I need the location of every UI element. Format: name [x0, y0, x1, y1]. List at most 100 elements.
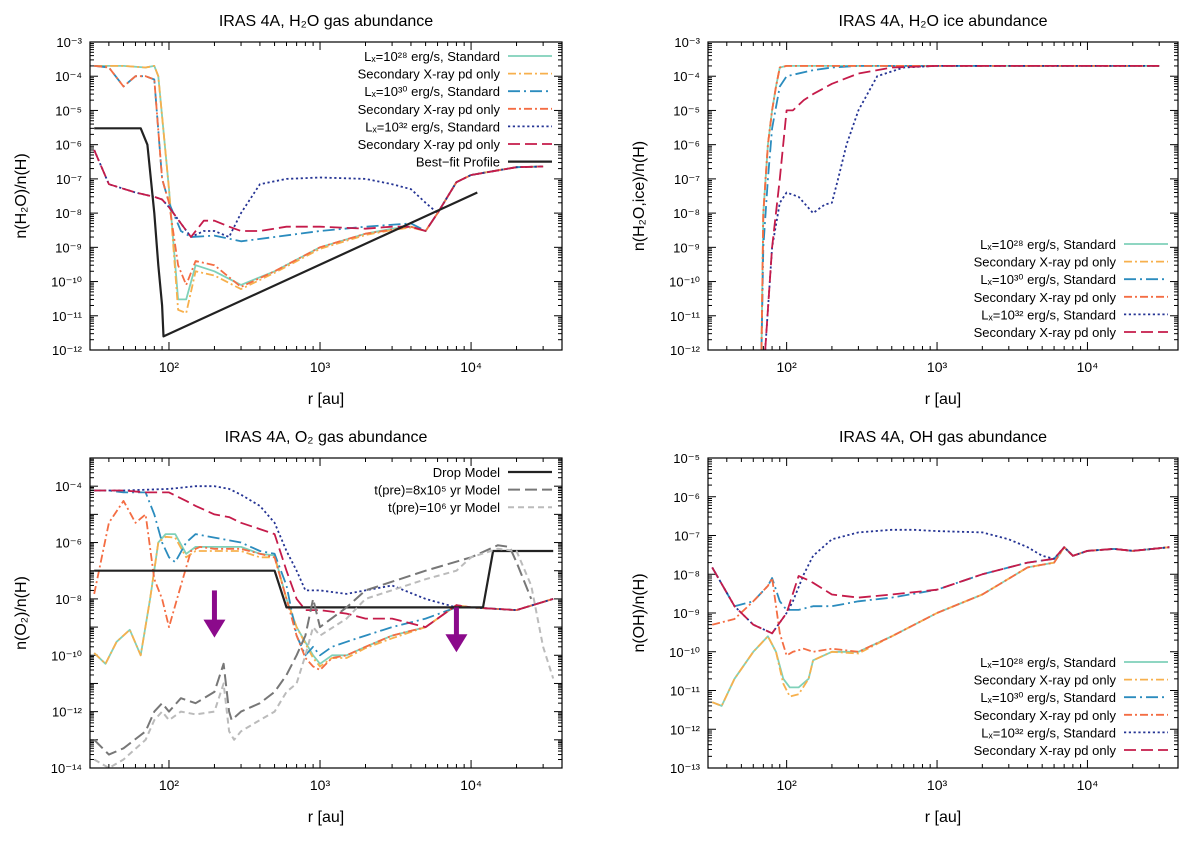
y-axis-label: n(H₂O)/n(H) [13, 153, 30, 238]
series-line-8 [93, 544, 533, 756]
x-tick-label: 10⁴ [460, 777, 482, 793]
y-axis-label: n(OH)/n(H) [631, 573, 648, 652]
y-axis-label: n(O₂)/n(H) [13, 576, 30, 650]
y-tick-label: 10⁻⁶ [55, 138, 82, 153]
chart-panel-3: IRAS 4A, O₂ gas abundance 10² 10³ 10⁴ 10⁻¹⁴ 1… [13, 429, 563, 826]
legend-entry-label: Lₓ=10³⁰ erg/s, Standard [980, 690, 1116, 705]
legend: Lₓ=10²⁸ erg/s, Standard Secondary X-ray p… [358, 49, 552, 170]
chart-panel-2: IRAS 4A, H₂O ice abundance 10² 10³ 10⁴ 10⁻¹²… [631, 13, 1179, 408]
legend-entry-label: Lₓ=10²⁸ erg/s, Standard [364, 49, 500, 64]
legend-entry-label: Lₓ=10³² erg/s, Standard [981, 725, 1116, 740]
series-line-5 [94, 485, 554, 611]
legend-entry-label: Secondary X-ray pd only [974, 290, 1117, 305]
y-tick-label: 10⁻⁷ [674, 172, 700, 187]
y-tick-label: 10⁻⁴ [55, 479, 82, 494]
x-tick-label: 10³ [310, 359, 331, 375]
y-tick-label: 10⁻¹⁰ [51, 275, 82, 290]
legend-entry-label: Lₓ=10³⁰ erg/s, Standard [980, 272, 1116, 287]
y-tick-label: 10⁻⁵ [673, 103, 700, 118]
y-tick-label: 10⁻⁴ [55, 69, 82, 84]
x-axis-label: r [au] [925, 391, 961, 408]
chart-title: IRAS 4A, OH gas abundance [839, 429, 1047, 446]
x-tick-label: 10² [159, 777, 180, 793]
y-tick-label: 10⁻¹⁰ [51, 648, 82, 663]
x-tick-label: 10³ [927, 359, 948, 375]
y-tick-label: 10⁻⁷ [56, 172, 82, 187]
series-group [711, 528, 1170, 707]
series-line-6 [94, 489, 554, 628]
upper-limit-arrowhead [445, 634, 468, 653]
x-tick-label: 10² [777, 359, 798, 375]
plot-frame [89, 41, 563, 351]
y-tick-label: 10⁻⁵ [673, 451, 700, 466]
y-tick-label: 10⁻⁸ [673, 567, 700, 582]
x-tick-label: 10⁴ [1077, 359, 1099, 375]
series-line-7 [94, 549, 554, 609]
chart-panel-4: IRAS 4A, OH gas abundance 10² 10³ 10⁴ 10⁻¹³ 1… [631, 429, 1179, 826]
legend-entry-label: Lₓ=10³² erg/s, Standard [365, 119, 500, 134]
legend-entry-label: Lₓ=10²⁸ erg/s, Standard [980, 655, 1116, 670]
upper-limit-arrowhead [203, 619, 226, 638]
legend-entry-label: Secondary X-ray pd only [974, 255, 1117, 270]
y-tick-label: 10⁻⁶ [673, 138, 700, 153]
y-tick-label: 10⁻¹³ [670, 761, 701, 776]
legend-entry-label: t(pre)=8x10⁵ yr Model [374, 483, 500, 498]
legend-entry-label: Secondary X-ray pd only [358, 137, 501, 152]
series-line-9 [93, 547, 555, 768]
y-tick-label: 10⁻⁸ [673, 206, 700, 221]
legend-entry-label: Secondary X-ray pd only [974, 673, 1117, 688]
series-line-5 [711, 528, 1170, 635]
series-line-6 [711, 546, 1170, 635]
legend-entry-label: t(pre)=10⁶ yr Model [388, 500, 500, 515]
legend-entry-label: Drop Model [433, 465, 500, 480]
y-tick-label: 10⁻¹⁰ [669, 275, 700, 290]
y-tick-label: 10⁻⁷ [674, 529, 700, 544]
legend-entry-label: Lₓ=10³² erg/s, Standard [981, 307, 1116, 322]
y-tick-label: 10⁻¹¹ [52, 309, 83, 324]
plot-frame [89, 457, 563, 769]
x-axis-label: r [au] [308, 391, 344, 408]
y-tick-label: 10⁻¹¹ [670, 309, 701, 324]
y-tick-label: 10⁻⁶ [673, 490, 700, 505]
series-line-4 [760, 65, 1160, 350]
series-group [93, 485, 555, 768]
legend: Lₓ=10²⁸ erg/s, Standard Secondary X-ray p… [974, 655, 1168, 758]
y-tick-label: 10⁻³ [56, 35, 82, 50]
x-axis-label: r [au] [308, 809, 344, 826]
y-tick-label: 10⁻⁴ [673, 69, 700, 84]
y-tick-label: 10⁻⁹ [673, 240, 700, 255]
chart-title: IRAS 4A, H₂O gas abundance [219, 13, 433, 30]
legend-entry-label: Best−fit Profile [416, 155, 500, 170]
series-line-6 [764, 65, 1160, 350]
y-tick-label: 10⁻⁸ [55, 206, 82, 221]
legend: Drop Model t(pre)=8x10⁵ yr Model t(pre)=10… [374, 465, 552, 515]
series-line-2 [93, 535, 554, 668]
legend-entry-label: Secondary X-ray pd only [358, 102, 501, 117]
y-tick-label: 10⁻¹¹ [670, 684, 701, 699]
y-tick-label: 10⁻¹⁴ [51, 761, 82, 776]
series-line-7 [94, 127, 478, 338]
legend-entry-label: Lₓ=10²⁸ erg/s, Standard [980, 237, 1116, 252]
chart-title: IRAS 4A, O₂ gas abundance [225, 429, 428, 446]
y-tick-label: 10⁻¹² [52, 343, 83, 358]
x-tick-label: 10³ [927, 777, 948, 793]
y-tick-label: 10⁻⁹ [673, 606, 700, 621]
series-group [93, 65, 544, 338]
series-line-3 [94, 489, 554, 657]
x-axis-label: r [au] [925, 809, 961, 826]
y-tick-label: 10⁻¹² [52, 705, 83, 720]
y-tick-label: 10⁻⁵ [55, 103, 82, 118]
legend-entry-label: Secondary X-ray pd only [974, 325, 1117, 340]
y-tick-label: 10⁻¹² [670, 343, 701, 358]
y-tick-label: 10⁻³ [674, 35, 700, 50]
legend-entry-label: Lₓ=10³⁰ erg/s, Standard [364, 84, 500, 99]
y-tick-label: 10⁻¹⁰ [669, 645, 700, 660]
x-tick-label: 10⁴ [1077, 777, 1099, 793]
chart-title: IRAS 4A, H₂O ice abundance [839, 13, 1048, 30]
y-tick-label: 10⁻⁹ [55, 240, 82, 255]
x-tick-label: 10² [159, 359, 180, 375]
x-tick-label: 10³ [310, 777, 331, 793]
x-tick-label: 10² [777, 777, 798, 793]
legend-entry-label: Secondary X-ray pd only [974, 743, 1117, 758]
series-line-4 [93, 499, 554, 671]
